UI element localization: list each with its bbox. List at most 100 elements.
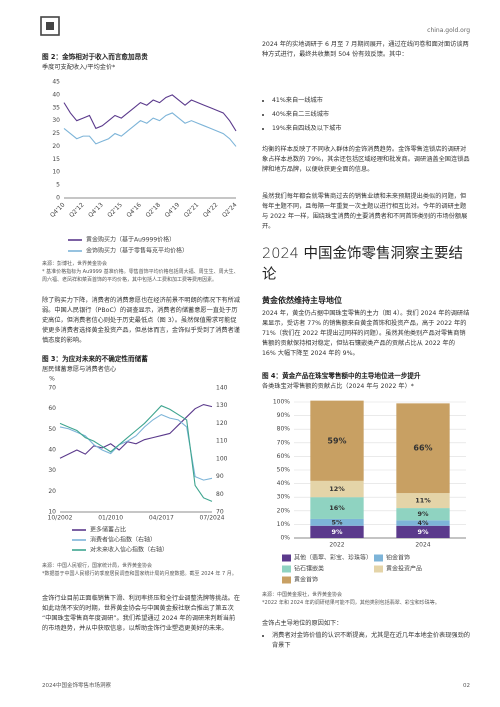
x-tick-label: Q4'22	[202, 201, 220, 219]
y-tick-label: 70	[48, 385, 56, 392]
series-line	[63, 112, 237, 147]
x-tick-label: Q2'12	[68, 201, 86, 219]
y-tick-label: 40	[48, 447, 56, 454]
bar-segment	[396, 525, 450, 538]
footer-title: 2024中国金饰零售市场洞察	[42, 683, 111, 689]
legend-label: 黄金购买力（基于Au9999价格）	[86, 236, 175, 244]
x-tick-label: Q4'10	[49, 201, 67, 219]
site: china.gold.org	[427, 27, 470, 34]
source: 来源：中国人民银行，国家统计局，世界黄金协会	[42, 563, 153, 569]
bar-segment	[396, 520, 450, 526]
x-tick-label: 07/2024	[200, 515, 225, 522]
y-tick-label: 130	[216, 402, 228, 409]
y-tick-label: 70%	[277, 439, 291, 446]
y-tick-label: 80%	[277, 426, 291, 433]
note: *数据基于中国人民银行的季度居民调查和国家统计局的月度数据。截至 2024 年 …	[42, 571, 237, 577]
y-tick-label: 10	[48, 509, 56, 516]
legend-label: 黄金投资产品	[386, 565, 422, 573]
bar-segment	[396, 508, 450, 521]
y-tick-label: 100	[216, 455, 228, 462]
paragraph: 金饰占主导地位的原因如下：	[262, 620, 343, 627]
legend-label: 金饰购买力（基于零售每克平均价格）	[86, 247, 188, 255]
note: * 基准价格指标为 Au9999 基准价格。零售首饰平均价格包括周大福、周生生、…	[42, 269, 239, 283]
y-tick-label: 5	[56, 182, 60, 189]
x-tick-label: 10/2002	[48, 515, 73, 522]
figure-subtitle: 季度可支配收入/平均金价*	[42, 64, 116, 71]
x-tick-label: 2022	[329, 542, 344, 549]
legend-label: 更多储蓄占比	[90, 526, 126, 534]
bar-segment	[310, 400, 364, 481]
y-tick-label: 50	[48, 426, 56, 433]
y-tick-label: 25	[52, 130, 60, 137]
y-tick-label: 90%	[277, 412, 291, 419]
figure-title: 图 2：金饰相对于收入而言愈加昂贵	[42, 53, 148, 61]
series-line	[63, 94, 237, 132]
y-tick-label: 30	[52, 117, 60, 124]
y-tick-label: 90	[216, 473, 224, 480]
value-label: 12%	[329, 485, 345, 493]
section-heading: 2024 中国金饰零售洞察主要结论	[262, 246, 464, 284]
value-label: 9%	[331, 528, 343, 536]
source: 来源：彭博社，世界黄金协会	[42, 261, 108, 267]
bar-segment	[396, 403, 450, 494]
value-label: 9%	[417, 528, 429, 536]
value-label: 11%	[415, 497, 431, 505]
chart: 10 20 30 40 50 60 70 70 80 90 100 110 120 130 140% 10/2…	[48, 376, 228, 554]
value-label: 5%	[331, 518, 343, 526]
legend-swatch	[282, 565, 291, 573]
y-tick-label: 80	[216, 491, 224, 498]
legend-label: 对未来收入信心指数（右轴）	[90, 546, 168, 554]
subheading: 黄金依然维持主导地位	[262, 296, 342, 305]
bullet-list: 41%来自一线城市 40%来自二三线城市 19%来自四线及以下城市	[262, 96, 470, 138]
legend-label: 黄金首饰	[294, 576, 318, 584]
x-tick-label: 01/2010	[98, 515, 123, 522]
x-tick-label: Q4'19	[164, 201, 182, 219]
figure-title: 图 3：为应对未来的不确定性而储蓄	[42, 355, 148, 363]
bullet: 消费者对金饰价值的认识不断提高，尤其是在近几年本地金价表现强劲的背景下	[272, 631, 470, 651]
paragraph: 2024 年，黄金仍占据中国珠宝零售的主力（图 4）。我们 2024 年的调研结…	[262, 310, 470, 357]
figure-subtitle: 居民储蓄意愿与消费者信心	[42, 366, 117, 373]
figure-subtitle: 各类珠宝对零售额的贡献占比（2024 年与 2022 年）*	[262, 383, 414, 390]
y-tick-label: 100%	[273, 399, 290, 406]
value-label: 59%	[327, 436, 346, 445]
legend-swatch	[374, 554, 383, 562]
y-tick-label: 15	[52, 156, 60, 163]
y-tick-label: 10%	[277, 521, 291, 528]
x-tick-label: Q2'15	[106, 201, 124, 219]
x-tick-label: Q2'24	[221, 201, 239, 219]
x-tick-label: Q2'18	[144, 201, 162, 219]
source: 来源：中国黄金报社，世界黄金协会	[262, 592, 343, 598]
y-tick-label: 0%	[280, 535, 290, 542]
y-tick-label: 20	[48, 488, 56, 495]
bar-segment	[310, 525, 364, 538]
y-tick-label: 120	[216, 420, 228, 427]
y-tick-label: 110	[216, 438, 228, 445]
value-label: 66%	[413, 444, 432, 453]
y-tick-label: 0	[56, 195, 60, 202]
bullet-list: 消费者对金饰价值的认识不断提高，尤其是在近几年本地金价表现强劲的背景下	[262, 631, 470, 655]
bar-segment	[396, 493, 450, 509]
bullet: 41%来自一线城市	[272, 96, 470, 106]
paragraph: 虽然我们每年都会就零售商过去的销售业绩和未来预期提出类似的问题，但每年主题不同，…	[262, 193, 468, 230]
y-tick-label: 40%	[277, 480, 291, 487]
legend-swatch	[374, 565, 383, 573]
bar-segment	[310, 518, 364, 526]
paragraph: 金饰行业目前正面临销售下滑、利润率挤压和全行业调整洗牌等挑战。在如此动荡不安的时…	[42, 595, 240, 632]
figure-title: 图 4：黄金产品在珠宝零售额中的主导地位进一步提升	[262, 372, 421, 380]
y-tick-label: 50%	[277, 467, 291, 474]
legend-label: 铂金首饰	[386, 554, 410, 562]
y-tick-label: 60%	[277, 453, 291, 460]
y-tick-label: 70	[216, 509, 224, 516]
y-tick-label: 20	[52, 143, 60, 150]
page-number: 02	[463, 683, 470, 689]
paragraph: 2024 年的实地调研于 6 月至 7 月期间展开，通过在线问卷和面对面访谈两种…	[262, 41, 469, 58]
x-tick-label: 2024	[415, 542, 430, 549]
bullet: 19%来自四线及以下城市	[272, 124, 470, 134]
y-tick-label: 35	[52, 104, 60, 111]
y-tick-label: 60	[48, 405, 56, 412]
y-tick-label: 20%	[277, 507, 291, 514]
x-tick-label: Q2'21	[183, 201, 201, 219]
